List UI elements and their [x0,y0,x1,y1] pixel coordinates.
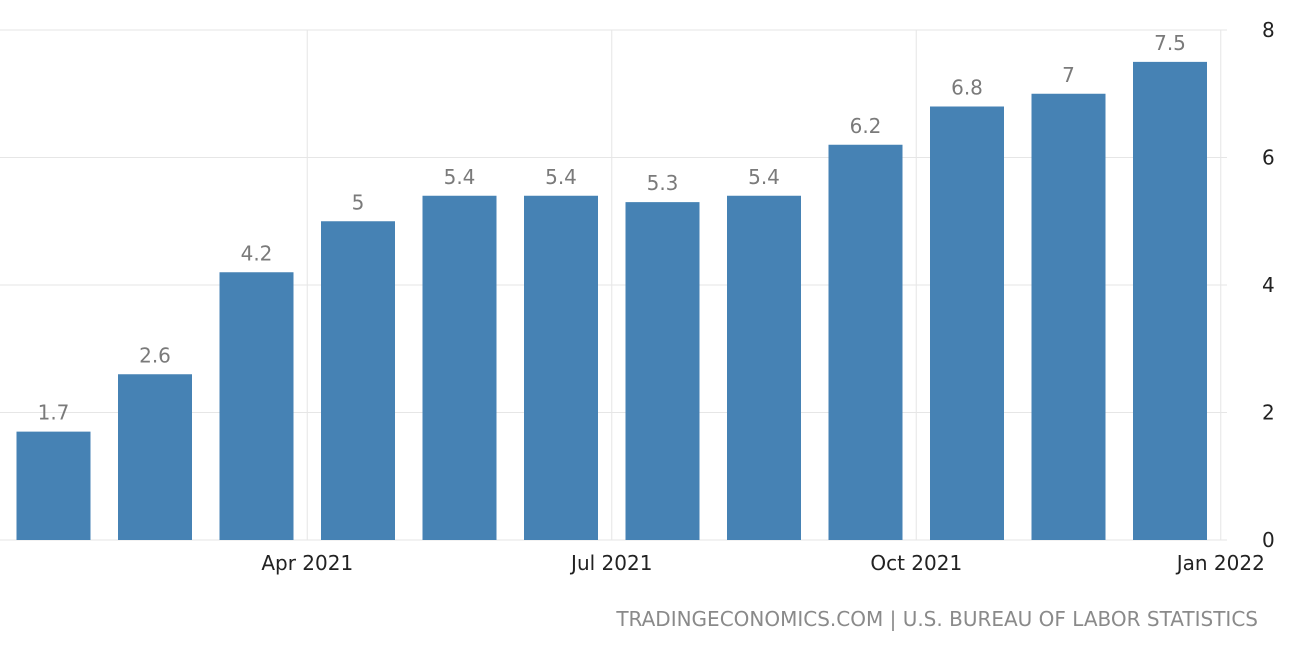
y-tick-label: 0 [1262,528,1275,552]
bar-value-label: 5.4 [748,165,780,189]
bar [524,195,598,540]
bar [930,106,1004,540]
x-tick-label: Oct 2021 [870,551,962,575]
bar [828,144,903,540]
bar-value-label: 4.2 [241,241,273,265]
bar-value-label: 6.8 [951,76,983,100]
grid [0,29,1227,541]
y-tick-label: 6 [1262,146,1275,170]
x-tick-label: Jan 2022 [1175,551,1265,575]
bar [625,202,700,540]
x-tick-label: Apr 2021 [261,551,353,575]
bar [321,221,395,540]
source-credit: TRADINGECONOMICS.COM | U.S. BUREAU OF LA… [616,607,1258,631]
bar-value-label: 6.2 [850,114,882,138]
bars [16,61,1207,540]
x-axis: Apr 2021 Jul 2021 Oct 2021 Jan 2022 [261,551,1264,575]
bar [219,272,294,540]
bar-value-label: 5.4 [545,165,577,189]
bar [1031,93,1106,540]
bar-value-label: 5.4 [444,165,476,189]
x-tick-label: Jul 2021 [569,551,652,575]
bar-value-label: 7.5 [1154,31,1186,55]
bar [118,374,192,540]
bar-value-label: 1.7 [38,401,70,425]
bar [16,431,91,540]
bar [727,195,801,540]
bar [1133,61,1207,540]
bar-value-label: 7 [1062,63,1075,87]
y-axis: 0 2 4 6 8 [1262,18,1275,552]
bar [422,195,497,540]
bar-value-label: 5 [352,190,365,214]
bar-value-label: 2.6 [139,343,171,367]
y-tick-label: 4 [1262,273,1275,297]
value-labels: 1.7 2.6 4.2 5 5.4 5.4 5.3 5.4 6.2 6.8 7 7.5 [38,31,1186,425]
bar-value-label: 5.3 [647,171,679,195]
y-tick-label: 2 [1262,401,1275,425]
y-tick-label: 8 [1262,18,1275,42]
